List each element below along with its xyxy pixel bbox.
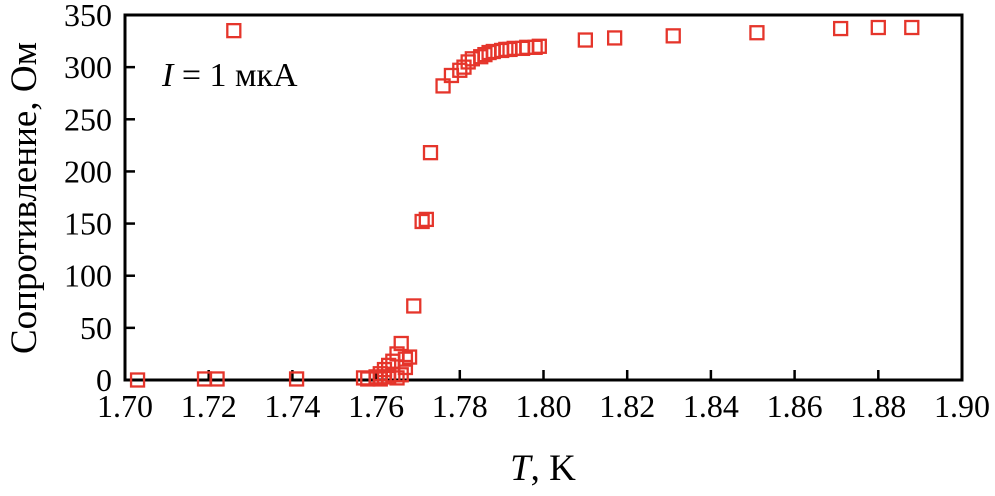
- data-point: [397, 359, 414, 376]
- x-axis-title: T, K: [510, 448, 576, 489]
- y-tick-label: 50: [80, 310, 112, 346]
- data-point: [460, 54, 476, 70]
- x-tick-label: 1.72: [181, 388, 237, 424]
- data-point: [477, 46, 493, 63]
- x-tick-label: 1.86: [767, 388, 823, 424]
- data-point: [435, 78, 451, 94]
- data-point: [606, 30, 623, 46]
- data-point: [422, 145, 439, 161]
- data-point: [393, 335, 409, 352]
- data-point: [397, 351, 414, 367]
- x-axis-title-variable: T: [510, 448, 533, 489]
- x-tick-label: 1.70: [97, 388, 153, 424]
- y-tick-label: 350: [64, 0, 112, 33]
- x-tick-label: 1.80: [516, 388, 572, 424]
- y-tick-label: 150: [64, 206, 112, 242]
- y-axis-title: Сопротивление, Ом: [4, 42, 45, 354]
- data-point: [414, 213, 430, 230]
- x-axis-title-unit: , K: [531, 448, 577, 489]
- y-tick-label: 200: [64, 153, 112, 189]
- data-point: [904, 19, 920, 36]
- data-point: [226, 22, 242, 39]
- data-point: [406, 298, 422, 314]
- x-tick-label: 1.82: [599, 388, 655, 424]
- data-point: [452, 62, 468, 78]
- y-tick-label: 300: [64, 49, 112, 85]
- data-point: [418, 211, 434, 228]
- data-point: [832, 20, 849, 37]
- x-tick-label: 1.74: [264, 388, 320, 424]
- data-point: [129, 372, 146, 388]
- data-point: [381, 357, 397, 374]
- x-tick-label: 1.88: [850, 388, 906, 424]
- current-annotation-value: = 1 мкА: [173, 57, 298, 94]
- x-tick-label: 1.76: [348, 388, 404, 424]
- x-tick-label: 1.90: [934, 388, 990, 424]
- data-point: [665, 28, 681, 44]
- plot-layer: 1.70 1.72 1.74 1.76 1.78 1.80 1.82 1.84 1.86 1.88…: [64, 0, 990, 424]
- data-point: [456, 59, 472, 75]
- data-point: [870, 19, 886, 36]
- data-point: [401, 349, 418, 365]
- y-tick-label: 0: [96, 362, 112, 398]
- current-annotation-variable: I: [161, 57, 175, 94]
- data-point: [209, 371, 225, 387]
- data-point: [577, 32, 593, 48]
- y-tick-label: 250: [64, 101, 112, 137]
- x-tick-label: 1.78: [432, 388, 488, 424]
- data-point: [749, 25, 765, 41]
- y-tick-label: 100: [64, 258, 112, 294]
- data-point: [389, 370, 405, 386]
- data-point: [288, 371, 305, 387]
- current-annotation: I = 1 мкА: [161, 57, 298, 94]
- data-point: [531, 38, 547, 54]
- data-point: [443, 67, 460, 84]
- x-tick-label: 1.84: [683, 388, 739, 424]
